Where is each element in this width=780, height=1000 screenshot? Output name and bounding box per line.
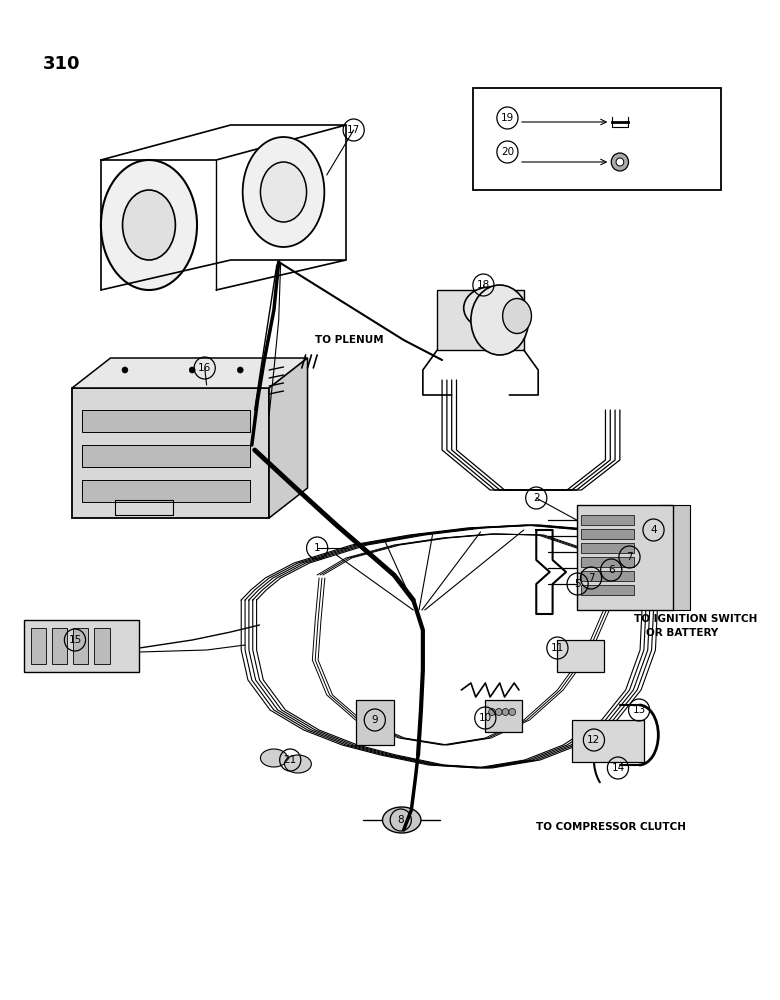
Text: 7: 7 bbox=[588, 573, 594, 583]
Polygon shape bbox=[269, 358, 307, 518]
Text: 5: 5 bbox=[574, 579, 581, 589]
FancyBboxPatch shape bbox=[356, 700, 394, 745]
FancyBboxPatch shape bbox=[30, 628, 46, 664]
FancyBboxPatch shape bbox=[82, 445, 250, 467]
Text: 6: 6 bbox=[608, 565, 615, 575]
FancyBboxPatch shape bbox=[24, 630, 38, 660]
FancyBboxPatch shape bbox=[581, 571, 634, 581]
Circle shape bbox=[122, 367, 128, 373]
FancyBboxPatch shape bbox=[73, 628, 88, 664]
Text: 2: 2 bbox=[533, 493, 540, 503]
Text: 8: 8 bbox=[398, 815, 404, 825]
Text: 4: 4 bbox=[651, 525, 657, 535]
FancyBboxPatch shape bbox=[473, 88, 721, 190]
Ellipse shape bbox=[243, 137, 324, 247]
Ellipse shape bbox=[502, 298, 531, 334]
Text: 20: 20 bbox=[501, 147, 514, 157]
Ellipse shape bbox=[285, 755, 311, 773]
FancyBboxPatch shape bbox=[438, 290, 524, 350]
Text: TO PLENUM: TO PLENUM bbox=[315, 335, 384, 345]
FancyBboxPatch shape bbox=[52, 628, 67, 664]
FancyBboxPatch shape bbox=[72, 388, 269, 518]
Text: 1: 1 bbox=[314, 543, 321, 553]
Circle shape bbox=[616, 158, 624, 166]
Text: 21: 21 bbox=[284, 755, 297, 765]
FancyBboxPatch shape bbox=[581, 543, 634, 553]
Text: TO COMPRESSOR CLUTCH: TO COMPRESSOR CLUTCH bbox=[537, 822, 686, 832]
Text: 19: 19 bbox=[501, 113, 514, 123]
Polygon shape bbox=[72, 358, 307, 388]
FancyBboxPatch shape bbox=[576, 505, 672, 610]
Ellipse shape bbox=[261, 749, 287, 767]
FancyBboxPatch shape bbox=[572, 720, 644, 762]
Text: 9: 9 bbox=[371, 715, 378, 725]
FancyBboxPatch shape bbox=[485, 700, 522, 732]
FancyBboxPatch shape bbox=[558, 640, 604, 672]
Text: 16: 16 bbox=[198, 363, 211, 373]
FancyBboxPatch shape bbox=[82, 480, 250, 502]
Ellipse shape bbox=[101, 160, 197, 290]
Text: 7: 7 bbox=[626, 552, 633, 562]
Text: 14: 14 bbox=[612, 763, 625, 773]
FancyBboxPatch shape bbox=[24, 620, 140, 672]
Text: TO IGNITION SWITCH: TO IGNITION SWITCH bbox=[634, 614, 757, 624]
Text: 310: 310 bbox=[43, 55, 81, 73]
Ellipse shape bbox=[261, 162, 307, 222]
Text: 17: 17 bbox=[347, 125, 360, 135]
Text: 13: 13 bbox=[633, 705, 646, 715]
Ellipse shape bbox=[464, 287, 516, 329]
Ellipse shape bbox=[471, 285, 529, 355]
FancyBboxPatch shape bbox=[94, 628, 109, 664]
Circle shape bbox=[502, 708, 509, 716]
FancyBboxPatch shape bbox=[581, 529, 634, 539]
FancyBboxPatch shape bbox=[581, 585, 634, 595]
Text: 10: 10 bbox=[479, 713, 492, 723]
Circle shape bbox=[190, 367, 195, 373]
Circle shape bbox=[489, 708, 495, 716]
Text: 18: 18 bbox=[477, 280, 490, 290]
Ellipse shape bbox=[382, 807, 421, 833]
Circle shape bbox=[237, 367, 243, 373]
Circle shape bbox=[495, 708, 502, 716]
Circle shape bbox=[509, 708, 516, 716]
Ellipse shape bbox=[122, 190, 176, 260]
FancyBboxPatch shape bbox=[125, 630, 140, 660]
Text: 15: 15 bbox=[69, 635, 82, 645]
FancyBboxPatch shape bbox=[581, 557, 634, 567]
FancyBboxPatch shape bbox=[661, 505, 690, 610]
Text: OR BATTERY: OR BATTERY bbox=[646, 628, 718, 638]
Circle shape bbox=[612, 153, 629, 171]
Text: 12: 12 bbox=[587, 735, 601, 745]
Text: 11: 11 bbox=[551, 643, 564, 653]
FancyBboxPatch shape bbox=[581, 515, 634, 525]
FancyBboxPatch shape bbox=[82, 410, 250, 432]
